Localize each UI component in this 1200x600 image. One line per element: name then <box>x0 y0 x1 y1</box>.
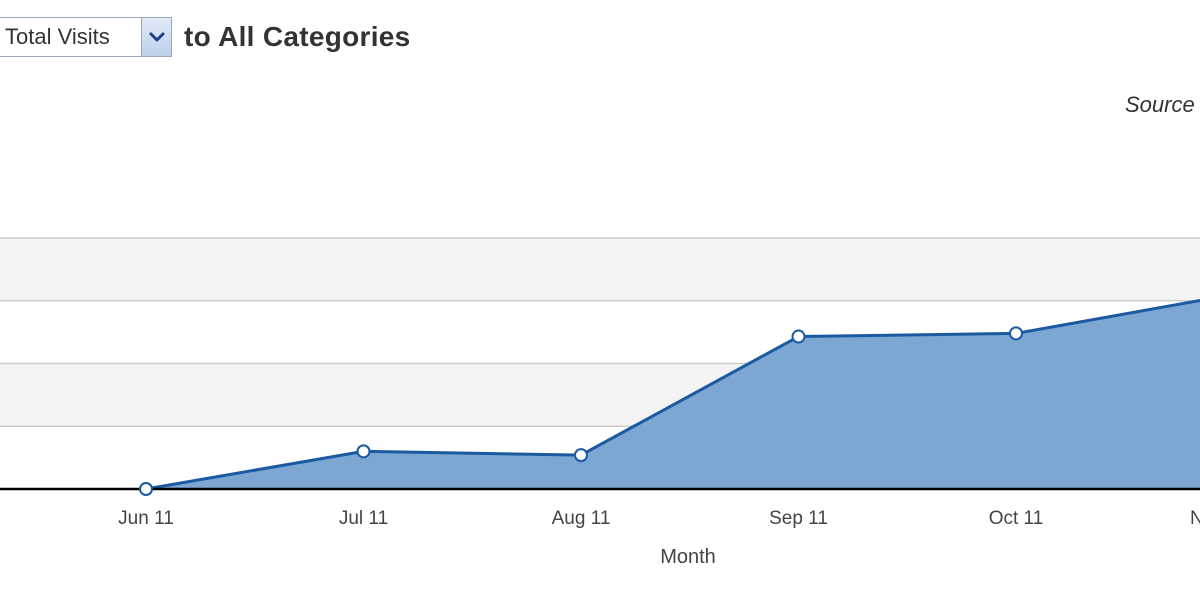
series-line <box>145 298 1200 491</box>
data-point-2[interactable] <box>356 444 371 459</box>
metric-dropdown-value: Total Visits <box>5 24 110 49</box>
data-point-5[interactable] <box>1009 326 1023 341</box>
x-tick-labels: Jun 11 Jul 11 Aug 11 Sep 11 Oct 11 N <box>118 508 1200 529</box>
chart-header: Total Visits to All Categories <box>0 14 411 60</box>
x-tick-label: Oct 11 <box>989 508 1044 529</box>
source-label: Source <box>1125 92 1195 117</box>
metric-dropdown[interactable]: Total Visits <box>0 17 172 57</box>
data-point-4[interactable] <box>791 329 806 344</box>
data-point-3[interactable] <box>574 448 588 463</box>
series-area-fill <box>146 300 1200 489</box>
x-tick-label: N <box>1190 508 1200 529</box>
x-tick-label: Jun 11 <box>118 508 174 529</box>
x-tick-label: Sep 11 <box>769 508 828 529</box>
x-axis-title: Month <box>660 546 716 568</box>
chevron-down-icon[interactable] <box>141 18 171 56</box>
data-points <box>139 326 1023 496</box>
chart-title: to All Categories <box>184 21 411 52</box>
x-tick-label: Aug 11 <box>552 508 611 529</box>
data-point-1[interactable] <box>139 482 153 496</box>
grid-band <box>0 238 1200 301</box>
x-tick-label: Jul 11 <box>339 508 388 529</box>
